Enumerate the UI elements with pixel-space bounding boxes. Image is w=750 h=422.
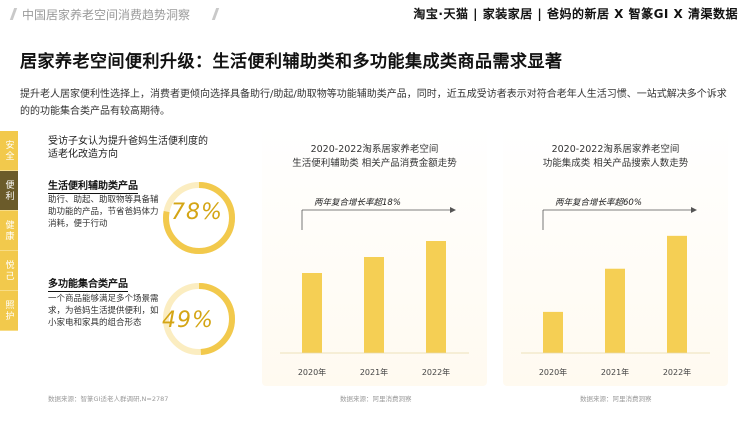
annotation-arrow-head xyxy=(450,207,456,213)
chart1-title-line1: 2020-2022淘系居家养老空间 xyxy=(310,144,439,155)
header-slash-left xyxy=(9,8,18,20)
percent-assist: 78% xyxy=(171,200,223,225)
bar-2022年 xyxy=(667,235,687,353)
chart2-source: 数据来源：阿里消费洞察 xyxy=(580,395,652,403)
side-tab-convenience[interactable]: 便利 xyxy=(0,171,18,211)
page-title: 居家养老空间便利升级：生活便利辅助类和多功能集成类商品需求显著 xyxy=(20,52,563,72)
chart-annotation: 两年复合增长率超60% xyxy=(555,197,642,208)
side-tab-nav: 安全 便利 健康 悦己 照护 xyxy=(0,131,18,331)
percent-ring-assist xyxy=(163,182,235,254)
chart1-bars: 两年复合增长率超18% 2020年 2021年 2022年 xyxy=(280,197,469,377)
header-slash-right xyxy=(211,8,220,20)
chart-annotation: 两年复合增长率超18% xyxy=(314,197,401,208)
bar-2021年 xyxy=(364,257,384,353)
category-label-assist: 生活便利辅助类产品 xyxy=(48,177,138,194)
x-tick-label: 2020年 xyxy=(539,367,567,377)
chart1-title-line2: 生活便利辅助类 相关产品消费金额走势 xyxy=(292,158,457,169)
bar-2022年 xyxy=(426,241,446,353)
ring-progress xyxy=(163,182,235,254)
x-tick-label: 2022年 xyxy=(663,367,691,377)
bar-2021年 xyxy=(605,268,625,353)
header-title: 中国居家养老空间消费趋势洞察 xyxy=(22,8,191,22)
side-tab-health[interactable]: 健康 xyxy=(0,211,18,251)
bar-2020年 xyxy=(543,311,563,353)
percent-ring-multi xyxy=(163,283,235,355)
bar-2020年 xyxy=(302,273,322,353)
chart2-title-line1: 2020-2022淘系居家养老空间 xyxy=(551,144,680,155)
x-tick-label: 2021年 xyxy=(601,367,629,377)
header-bar: 中国居家养老空间消费趋势洞察 淘宝·天猫 | 家装家居 | 爸妈的新居 X 智篆… xyxy=(0,0,750,28)
chart1-source: 数据来源：阿里消费洞察 xyxy=(340,395,412,403)
percent-multi: 49% xyxy=(162,308,214,333)
side-tab-safety[interactable]: 安全 xyxy=(0,131,18,171)
intro-paragraph: 提升老人居家便利性选择上，消费者更倾向选择具备助行/助起/助取物等功能辅助类产品… xyxy=(20,89,727,117)
chart1-title: 2020-2022淘系居家养老空间 生活便利辅助类 相关产品消费金额走势 xyxy=(262,143,487,171)
category-label-multi: 多功能集合类产品 xyxy=(48,275,128,292)
side-tab-care[interactable]: 照护 xyxy=(0,291,18,331)
category-desc-assist: 助行、助起、助取物等具备辅助功能的产品，节省爸妈体力消耗，便于行动 xyxy=(48,195,159,229)
category-desc-multi: 一个商品能够满足多个场景需求，为爸妈生活提供便利，如小家电和家具的组合形态 xyxy=(48,294,159,328)
brand-logos: 淘宝·天猫 | 家装家居 | 爸妈的新居 X 智篆GI X 清渠数据 xyxy=(413,7,738,21)
x-tick-label: 2020年 xyxy=(298,367,326,377)
survey-question: 受访子女认为提升爸妈生活便利度的适老化改造方向 xyxy=(48,136,208,160)
x-tick-label: 2021年 xyxy=(360,367,388,377)
side-tab-enjoy[interactable]: 悦己 xyxy=(0,251,18,291)
survey-source: 数据来源：智篆GI适老人群调研,N=2787 xyxy=(48,395,169,403)
x-tick-label: 2022年 xyxy=(422,367,450,377)
annotation-arrow-head xyxy=(691,207,697,213)
chart2-bars: 两年复合增长率超60% 2020年 2021年 2022年 xyxy=(521,197,710,377)
chart2-title-line2: 功能集成类 相关产品搜索人数走势 xyxy=(542,158,689,169)
ring-progress xyxy=(163,283,235,355)
chart2-title: 2020-2022淘系居家养老空间 功能集成类 相关产品搜索人数走势 xyxy=(503,143,728,171)
